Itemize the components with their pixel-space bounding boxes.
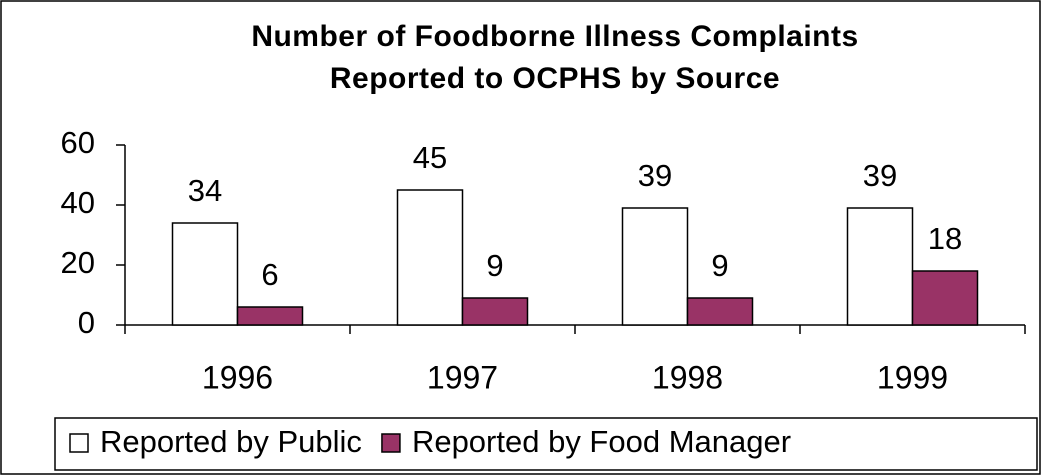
value-label: 39 [638, 158, 672, 193]
legend-swatch [69, 433, 89, 453]
bar [621, 207, 689, 326]
bar [236, 306, 304, 326]
legend-label: Reported by Food Manager [412, 424, 791, 459]
y-tick-label: 60 [61, 125, 95, 160]
value-label: 9 [486, 248, 503, 283]
value-label: 6 [261, 257, 278, 292]
bar [396, 189, 464, 326]
bar [846, 207, 914, 326]
x-tick-label: 1999 [877, 359, 948, 395]
value-label: 39 [863, 158, 897, 193]
value-label: 45 [413, 140, 447, 175]
x-tick-label: 1998 [652, 359, 723, 395]
x-tick-label: 1997 [427, 359, 498, 395]
legend-label: Reported by Public [100, 424, 362, 459]
bar [911, 270, 979, 326]
value-label: 34 [188, 173, 222, 208]
value-label: 9 [711, 248, 728, 283]
bar [686, 297, 754, 326]
value-label: 18 [928, 221, 962, 256]
y-tick-label: 20 [61, 245, 95, 280]
chart-title: Number of Foodborne Illness Complaints R… [251, 20, 859, 95]
bar [171, 222, 239, 326]
y-tick-label: 0 [78, 305, 95, 340]
x-tick-label: 1996 [202, 359, 273, 395]
legend-box [54, 417, 1038, 471]
y-tick-label: 40 [61, 185, 95, 220]
bar [461, 297, 529, 326]
legend-swatch [381, 433, 401, 453]
